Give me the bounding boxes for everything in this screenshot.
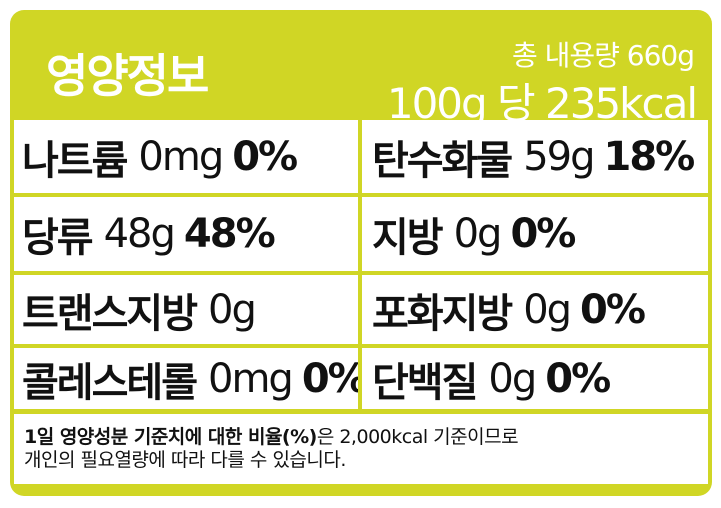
nutrient-percent: 0%	[301, 355, 358, 402]
nutrition-label: 영양정보 총 내용량 660g 100g 당 235kcal 나트륨 0mg 0% …	[10, 10, 712, 496]
nutrient-fat: 지방 0g 0%	[362, 197, 708, 271]
nutrient-protein: 단백질 0g 0%	[362, 348, 708, 409]
nutrient-name: 포화지방	[372, 290, 513, 337]
nutrient-percent: 0%	[580, 286, 646, 333]
nutrient-name: 지방	[372, 215, 444, 261]
note-line2: 개인의 필요열량에 따라 다를 수 있습니다.	[24, 449, 346, 471]
nutrient-amount: 0mg	[208, 355, 294, 402]
nutrient-amount: 59g	[523, 133, 595, 180]
nutrient-name: 나트륨	[22, 137, 128, 184]
total-content: 총 내용량 660g	[511, 39, 695, 72]
nutrient-name: 트랜스지방	[22, 290, 198, 337]
nutrient-amount: 0g	[208, 286, 257, 333]
note-line1: 은 2,000kcal 기준이므로	[316, 426, 519, 448]
nutrient-percent: 0%	[232, 133, 298, 180]
label-title: 영양정보	[46, 49, 209, 103]
nutrient-percent: 0%	[510, 211, 576, 257]
nutrient-amount: 0g	[523, 286, 572, 333]
nutrient-sugars: 당류 48g 48%	[14, 197, 358, 271]
calories-per-100g: 100g 당 235kcal	[386, 79, 698, 128]
nutrient-sodium: 나트륨 0mg 0%	[14, 120, 358, 193]
nutrient-percent: 48%	[183, 211, 276, 257]
nutrient-name: 당류	[22, 215, 94, 261]
daily-value-note: 1일 영양성분 기준치에 대한 비율(%)은 2,000kcal 기준이므로 개…	[14, 414, 708, 484]
nutrient-amount: 0g	[453, 211, 503, 257]
nutrient-saturated-fat: 포화지방 0g 0%	[362, 275, 708, 344]
nutrient-amount: 0mg	[138, 133, 224, 180]
nutrient-carbohydrate: 탄수화물 59g 18%	[362, 120, 708, 193]
note-bold: 1일 영양성분 기준치에 대한 비율(%)	[24, 426, 317, 448]
nutrient-amount: 0g	[488, 355, 537, 402]
nutrient-name: 탄수화물	[372, 137, 513, 184]
nutrient-amount: 48g	[103, 211, 176, 257]
nutrient-percent: 0%	[545, 355, 611, 402]
nutrient-trans-fat: 트랜스지방 0g	[14, 275, 358, 344]
nutrient-name: 단백질	[372, 359, 478, 406]
nutrient-name: 콜레스테롤	[22, 359, 198, 406]
nutrient-percent: 18%	[603, 133, 696, 180]
